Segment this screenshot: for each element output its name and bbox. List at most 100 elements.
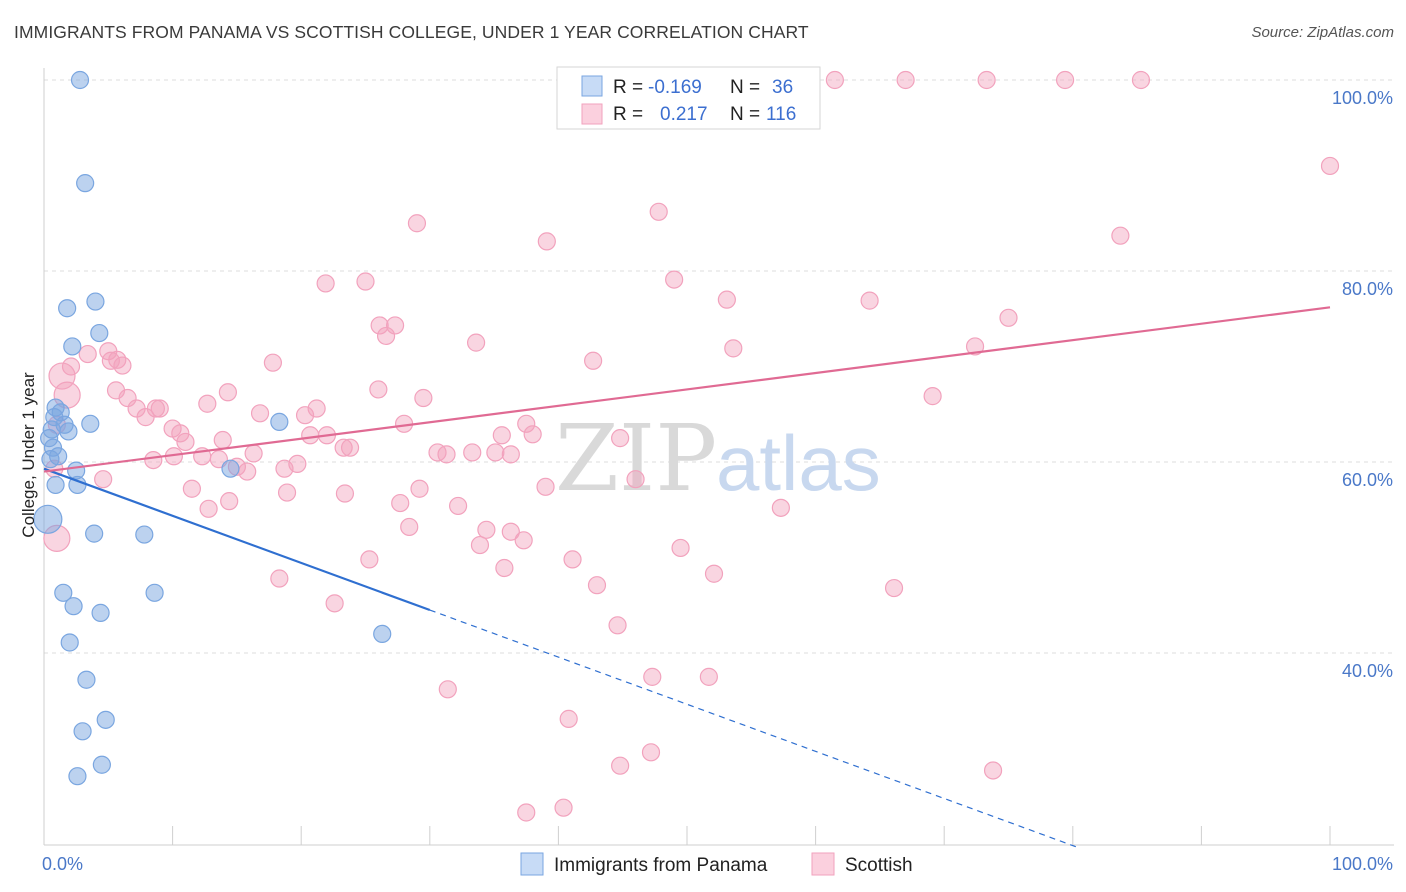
scottish-point-105 <box>643 667 662 686</box>
scottish-point-48 <box>136 408 155 427</box>
scottish-point-103 <box>325 594 344 613</box>
scottish-point-15 <box>316 274 335 293</box>
scottish-point-93 <box>514 531 533 550</box>
panama-point-18 <box>46 475 65 495</box>
scottish-point-8 <box>1131 70 1151 90</box>
y-axis-label: College, Under 1 year <box>19 372 38 538</box>
scottish-point-38 <box>118 388 137 408</box>
scottish-point-23 <box>466 333 486 352</box>
y-tick-label-2: 80.0% <box>1342 279 1393 299</box>
scottish-point-61 <box>340 438 360 457</box>
panama-point-28 <box>60 633 79 652</box>
scottish-point-11 <box>407 214 427 233</box>
legend-box: R = -0.169 N = 36 R = 0.217 N = 116 <box>556 66 821 130</box>
legend-n-value-scottish: 116 <box>766 104 796 125</box>
legend-r-value-panama: -0.169 <box>648 77 702 98</box>
bottom-legend-swatch-panama <box>520 852 544 876</box>
scottish-point-113 <box>517 803 536 822</box>
source-credit: Source: ZipAtlas.com <box>1251 24 1394 41</box>
scottish-point-4 <box>825 70 844 90</box>
panama-point-22 <box>85 524 104 543</box>
scottish-point-89 <box>771 498 790 517</box>
chart-title: IMMIGRANTS FROM PANAMA VS SCOTTISH COLLE… <box>14 22 809 42</box>
panama-point-33 <box>92 755 111 774</box>
scottish-point-75 <box>238 462 257 481</box>
panama-trend-extension <box>429 609 1080 849</box>
scottish-point-39 <box>414 388 433 408</box>
scottish-point-92 <box>501 522 520 541</box>
legend-n-label-panama: N = <box>730 77 760 98</box>
scottish-point-85 <box>220 492 239 511</box>
panama-point-16 <box>41 450 60 469</box>
tick-labels: 40.0% 60.0% 80.0% 100.0% 0.0% 100.0% <box>42 88 1393 874</box>
legend-r-label-panama: R = <box>613 77 643 98</box>
scottish-point-101 <box>270 569 289 588</box>
scottish-point-82 <box>536 477 555 496</box>
scottish-point-12 <box>537 232 556 251</box>
scottish-point-96 <box>360 550 379 569</box>
scottish-point-110 <box>611 756 630 775</box>
x-tick-label-1: 100.0% <box>1332 854 1393 874</box>
scottish-point-6 <box>977 70 996 90</box>
scottish-point-10 <box>649 202 668 221</box>
scottish-point-20 <box>370 316 389 335</box>
scottish-point-18 <box>860 291 879 310</box>
scottish-point-56 <box>523 425 542 444</box>
panama-point-21 <box>270 412 289 431</box>
series-panama <box>33 70 392 786</box>
scottish-point-84 <box>335 484 355 503</box>
scottish-point-77 <box>275 459 294 478</box>
y-tick-label-0: 40.0% <box>1342 661 1393 681</box>
panama-point-27 <box>91 603 110 622</box>
panama-point-4 <box>90 323 109 343</box>
scottish-point-107 <box>438 680 457 699</box>
scottish-point-112 <box>554 798 573 817</box>
y-tick-label-1: 60.0% <box>1342 470 1393 490</box>
scottish-point-13 <box>1111 226 1130 245</box>
scottish-point-78 <box>626 470 645 489</box>
panama-point-2 <box>58 299 77 318</box>
scottish-point-72 <box>144 450 163 470</box>
scottish-point-29 <box>78 344 97 364</box>
panama-point-20 <box>221 459 240 478</box>
legend-swatch-scottish <box>581 103 603 125</box>
scottish-point-26 <box>584 351 603 370</box>
scottish-point-9 <box>1320 156 1340 176</box>
scottish-point-87 <box>199 499 218 518</box>
scottish-point-60 <box>176 432 195 452</box>
scottish-point-63 <box>463 443 482 462</box>
legend-r-value-scottish: 0.217 <box>660 104 708 125</box>
scottish-point-31 <box>101 351 120 370</box>
scottish-point-5 <box>896 70 915 90</box>
scottish-point-27 <box>263 353 283 372</box>
scottish-point-46 <box>250 404 270 423</box>
panama-point-31 <box>96 710 115 729</box>
bottom-legend-swatch-scottish <box>811 852 835 876</box>
scottish-point-14 <box>356 272 375 291</box>
scottish-point-100 <box>704 564 724 583</box>
scottish-point-83 <box>277 483 297 502</box>
scottish-point-97 <box>563 550 582 569</box>
panama-point-11 <box>59 422 78 441</box>
panama-point-25 <box>145 583 164 602</box>
scottish-point-79 <box>182 479 201 498</box>
scottish-point-35 <box>369 380 388 399</box>
scottish-point-106 <box>699 667 718 686</box>
scottish-point-17 <box>717 290 736 309</box>
bottom-legend: Immigrants from Panama Scottish <box>520 852 913 876</box>
watermark-atlas: atlas <box>716 419 881 507</box>
scottish-point-40 <box>198 394 217 413</box>
legend-n-label-scottish: N = <box>730 104 760 125</box>
scottish-point-81 <box>94 470 113 489</box>
panama-point-30 <box>77 670 96 689</box>
bottom-legend-label-scottish: Scottish <box>845 855 913 876</box>
panama-point-0 <box>70 70 90 90</box>
scottish-point-99 <box>587 576 607 595</box>
bottom-legend-label-panama: Immigrants from Panama <box>554 855 768 876</box>
panama-point-35 <box>33 504 63 534</box>
scottish-point-98 <box>495 558 514 578</box>
scottish-point-24 <box>724 339 743 358</box>
legend-swatch-panama <box>581 75 603 97</box>
scottish-point-62 <box>334 438 353 457</box>
